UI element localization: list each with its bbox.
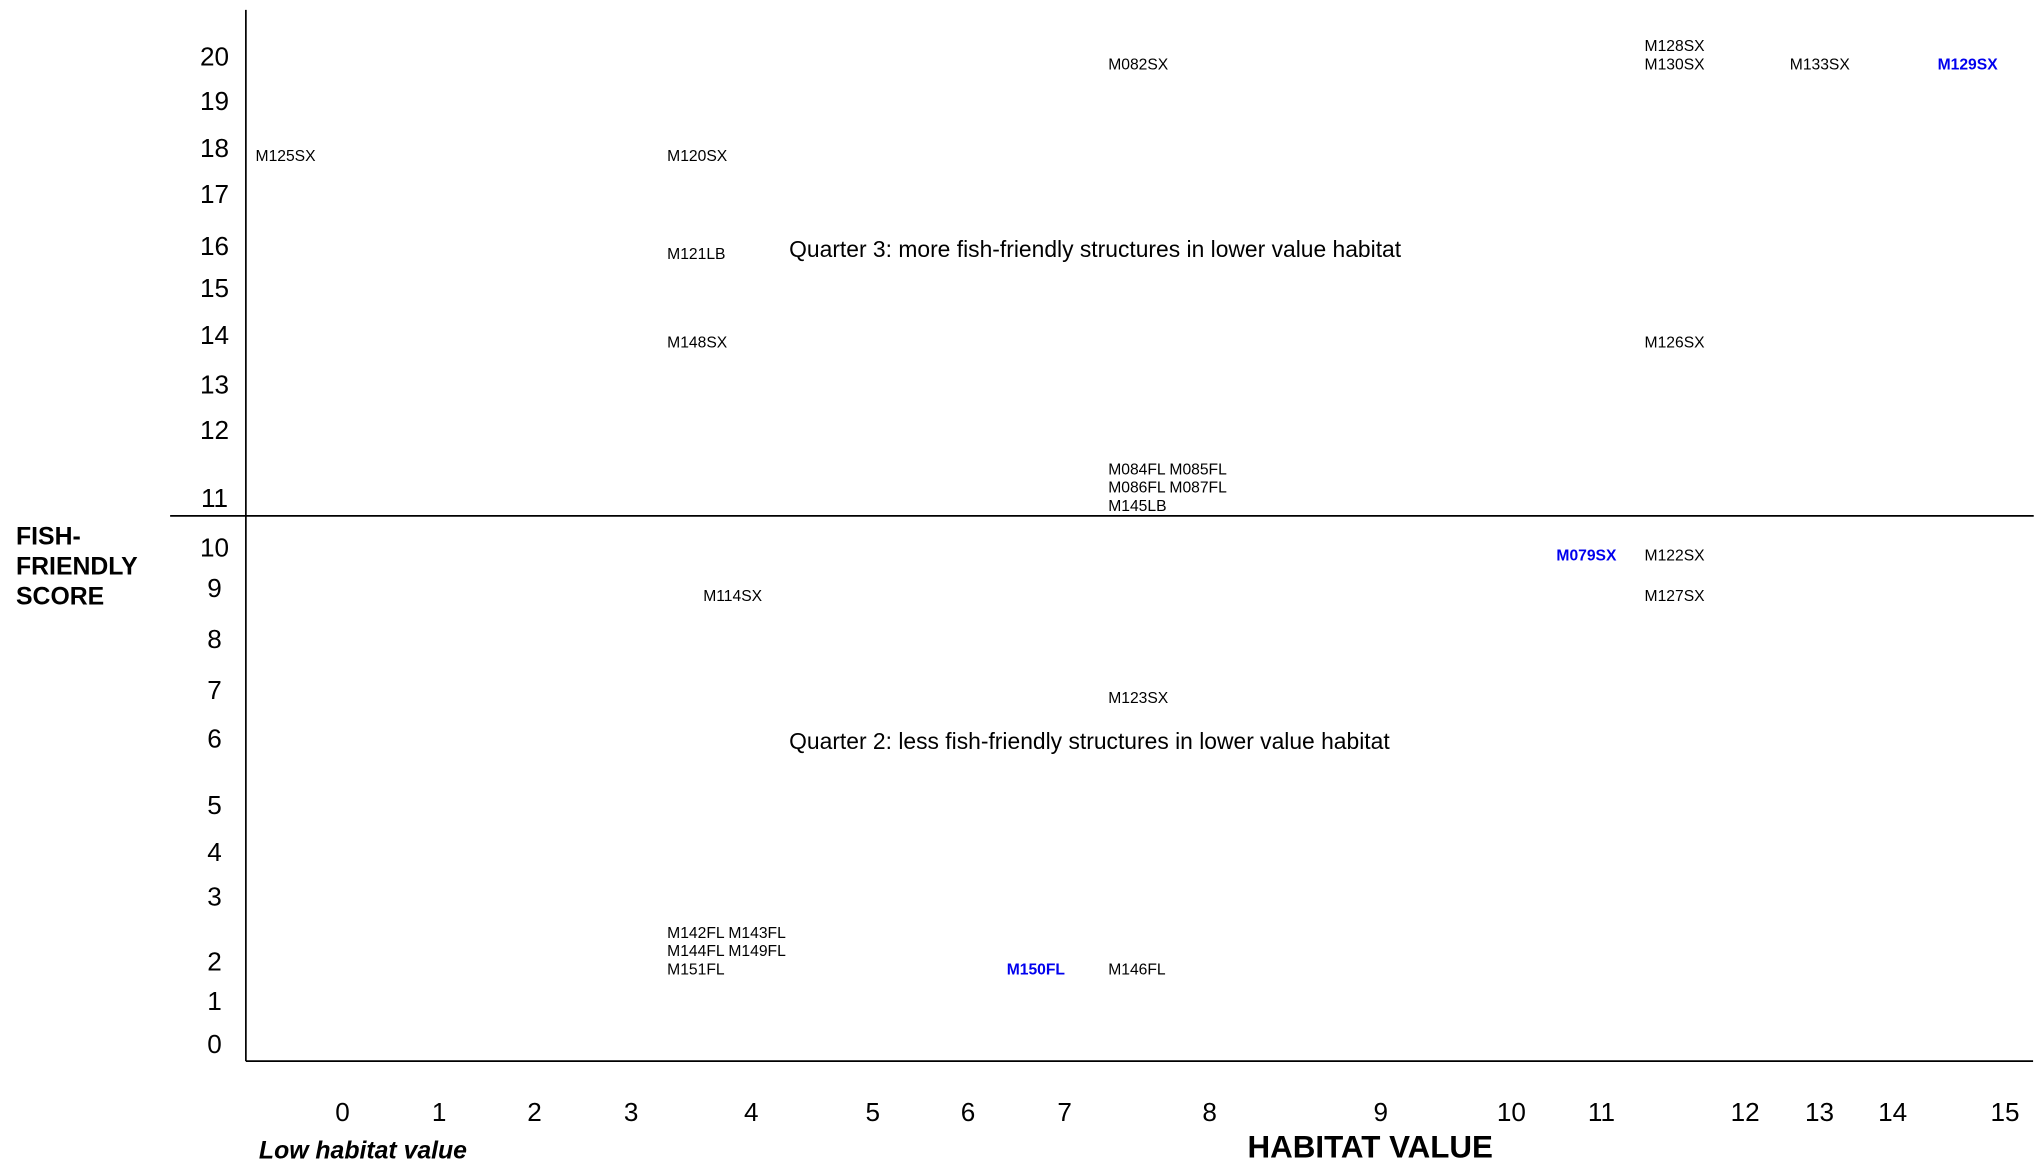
point-label: M079SX — [1556, 547, 1617, 564]
x-tick-label: 12 — [1731, 1097, 1760, 1127]
point-label: M151FL — [667, 961, 725, 978]
point-label: M082SX — [1108, 56, 1169, 73]
point-label: M084FL M085FL — [1108, 461, 1227, 478]
y-tick-label: 5 — [207, 790, 222, 820]
x-tick-label: 10 — [1497, 1097, 1526, 1127]
point-label: M126SX — [1645, 335, 1706, 352]
y-tick-label: 6 — [207, 723, 222, 753]
y-tick-label: 15 — [200, 273, 229, 303]
x-axis-note: Low habitat value — [259, 1137, 467, 1161]
y-tick-label: 20 — [200, 42, 229, 72]
y-axis-title: FRIENDLY — [16, 554, 138, 581]
y-tick-label: 4 — [207, 837, 222, 867]
x-tick-label: 6 — [961, 1097, 976, 1127]
x-tick-label: 0 — [335, 1097, 350, 1127]
point-label: M129SX — [1938, 56, 1999, 73]
point-label: M145LB — [1108, 498, 1166, 515]
y-tick-label: 9 — [207, 573, 222, 603]
x-tick-label: 9 — [1373, 1097, 1388, 1127]
y-tick-label: 8 — [207, 624, 222, 654]
x-tick-label: 14 — [1878, 1097, 1907, 1127]
y-tick-label: 12 — [200, 415, 229, 445]
point-label: M121LB — [667, 246, 725, 263]
annotation: Quarter 2: less fish-friendly structures… — [789, 728, 1390, 754]
point-label: M120SX — [667, 148, 728, 165]
y-tick-label: 0 — [207, 1029, 222, 1059]
x-tick-label: 11 — [1588, 1097, 1615, 1127]
y-tick-label: 17 — [200, 179, 229, 209]
annotation: Quarter 3: more fish-friendly structures… — [789, 236, 1402, 262]
y-axis-title: FISH- — [16, 524, 81, 551]
y-tick-label: 1 — [207, 986, 222, 1016]
x-tick-label: 3 — [624, 1097, 639, 1127]
x-tick-label: 5 — [865, 1097, 880, 1127]
point-label: M114SX — [703, 588, 762, 605]
y-tick-label: 16 — [200, 231, 229, 261]
y-tick-label: 3 — [207, 881, 222, 911]
point-label: M128SX — [1645, 38, 1706, 55]
y-tick-label: 19 — [200, 86, 229, 116]
x-tick-label: 8 — [1202, 1097, 1217, 1127]
point-label: M122SX — [1645, 547, 1706, 564]
point-label: M123SX — [1108, 690, 1169, 707]
y-tick-label: 13 — [200, 369, 229, 399]
point-label: M133SX — [1790, 56, 1851, 73]
x-tick-label: 7 — [1057, 1097, 1072, 1127]
point-label: M127SX — [1645, 588, 1706, 605]
point-label: M086FL M087FL — [1108, 480, 1227, 497]
x-tick-label: 1 — [432, 1097, 447, 1127]
y-tick-label: 11 — [201, 483, 228, 513]
x-tick-label: 15 — [1990, 1097, 2019, 1127]
y-tick-label: 14 — [200, 320, 229, 350]
point-label: M125SX — [256, 148, 317, 165]
x-tick-label: 2 — [527, 1097, 542, 1127]
y-tick-label: 2 — [207, 947, 222, 977]
y-axis-title: SCORE — [16, 584, 104, 611]
point-label: M150FL — [1007, 961, 1066, 978]
point-label: M144FL M149FL — [667, 943, 786, 960]
point-label: M146FL — [1108, 961, 1166, 978]
x-tick-label: 4 — [744, 1097, 759, 1127]
point-label: M148SX — [667, 335, 728, 352]
y-tick-label: 7 — [207, 675, 222, 705]
y-tick-label: 18 — [200, 133, 229, 163]
point-label: M130SX — [1645, 56, 1706, 73]
x-axis-title: HABITAT VALUE — [1248, 1130, 1493, 1161]
x-tick-label: 13 — [1805, 1097, 1834, 1127]
y-tick-label: 10 — [200, 533, 229, 563]
point-label: M142FL M143FL — [667, 925, 786, 942]
